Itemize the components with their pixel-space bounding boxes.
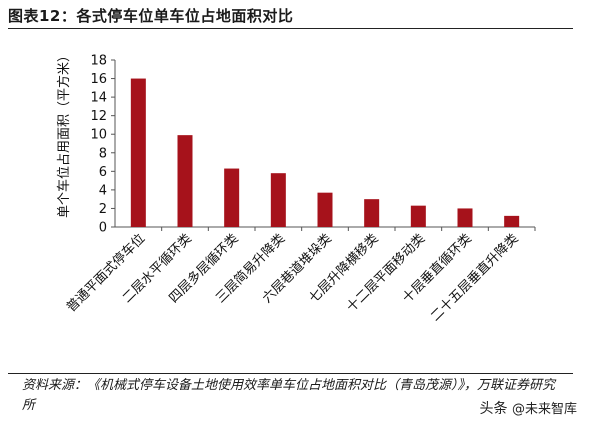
chart-title: 图表12：各式停车位单车位占地面积对比 — [8, 7, 294, 25]
bar — [177, 135, 193, 227]
source-note: 资料来源：《机械式停车设备土地使用效率单车位占地面积对比（青岛茂源）》，万联证券… — [22, 378, 556, 413]
y-axis-label: 单个车位占用面积（平方米） — [56, 49, 72, 218]
bar — [130, 78, 146, 227]
y-tick-label: 14 — [90, 91, 107, 106]
y-tick-label: 6 — [99, 165, 107, 180]
y-tick-label: 12 — [90, 109, 107, 124]
bar — [317, 192, 333, 227]
watermark-handle: @未来智库 — [511, 402, 577, 417]
watermark: 头条 @未来智库 — [480, 398, 577, 418]
bar — [364, 199, 380, 227]
y-tick-label: 16 — [90, 72, 107, 87]
source-divider — [8, 373, 573, 374]
y-tick-label: 8 — [99, 146, 107, 161]
y-tick-label: 2 — [99, 202, 107, 217]
watermark-prefix: 头条 — [479, 401, 508, 417]
bar — [457, 208, 473, 227]
category-label: 普通平面式停车位 — [63, 231, 148, 316]
bar — [270, 173, 286, 227]
bar-chart: 024681012141618单个车位占用面积（平方米）普通平面式停车位二层水平… — [56, 49, 536, 325]
y-tick-label: 10 — [90, 128, 107, 143]
bar — [504, 215, 520, 227]
category-label: 十二层平面移动类 — [344, 231, 428, 315]
bar — [410, 205, 426, 227]
y-tick-label: 18 — [90, 54, 107, 69]
y-tick-label: 4 — [99, 183, 107, 198]
y-tick-label: 0 — [99, 221, 107, 236]
bar — [224, 168, 240, 227]
category-label: 二十五层垂直升降类 — [428, 231, 521, 324]
title-divider — [8, 28, 573, 29]
